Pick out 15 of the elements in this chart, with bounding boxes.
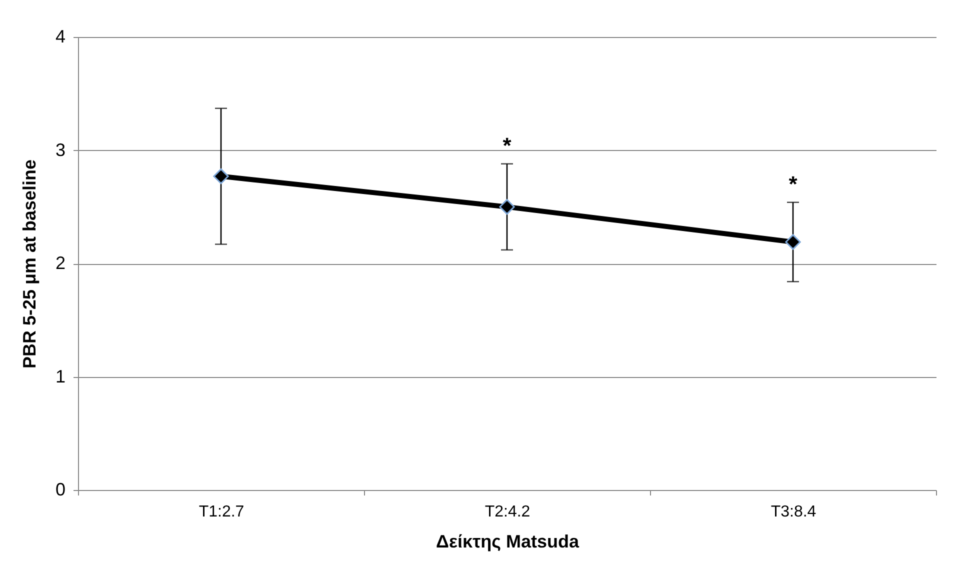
annotation: * — [788, 171, 798, 196]
y-axis-title: PBR 5-25 μm at baseline — [19, 159, 40, 369]
point — [499, 199, 515, 215]
y-tick-label: 1 — [55, 366, 66, 386]
x-tick-label: T2:4.2 — [484, 504, 530, 520]
y-tick-label: 3 — [55, 140, 66, 160]
y-tick-label: 4 — [55, 26, 66, 46]
point — [785, 234, 801, 250]
point — [213, 168, 229, 184]
annotation: * — [502, 132, 512, 158]
x-axis-title: Δείκτης Matsuda — [436, 532, 580, 552]
x-tick-label: T3:8.4 — [770, 504, 816, 520]
y-tick-label: 0 — [55, 480, 66, 500]
y-tick-label: 2 — [55, 253, 66, 273]
x-tick-label: T1:2.7 — [198, 504, 244, 520]
